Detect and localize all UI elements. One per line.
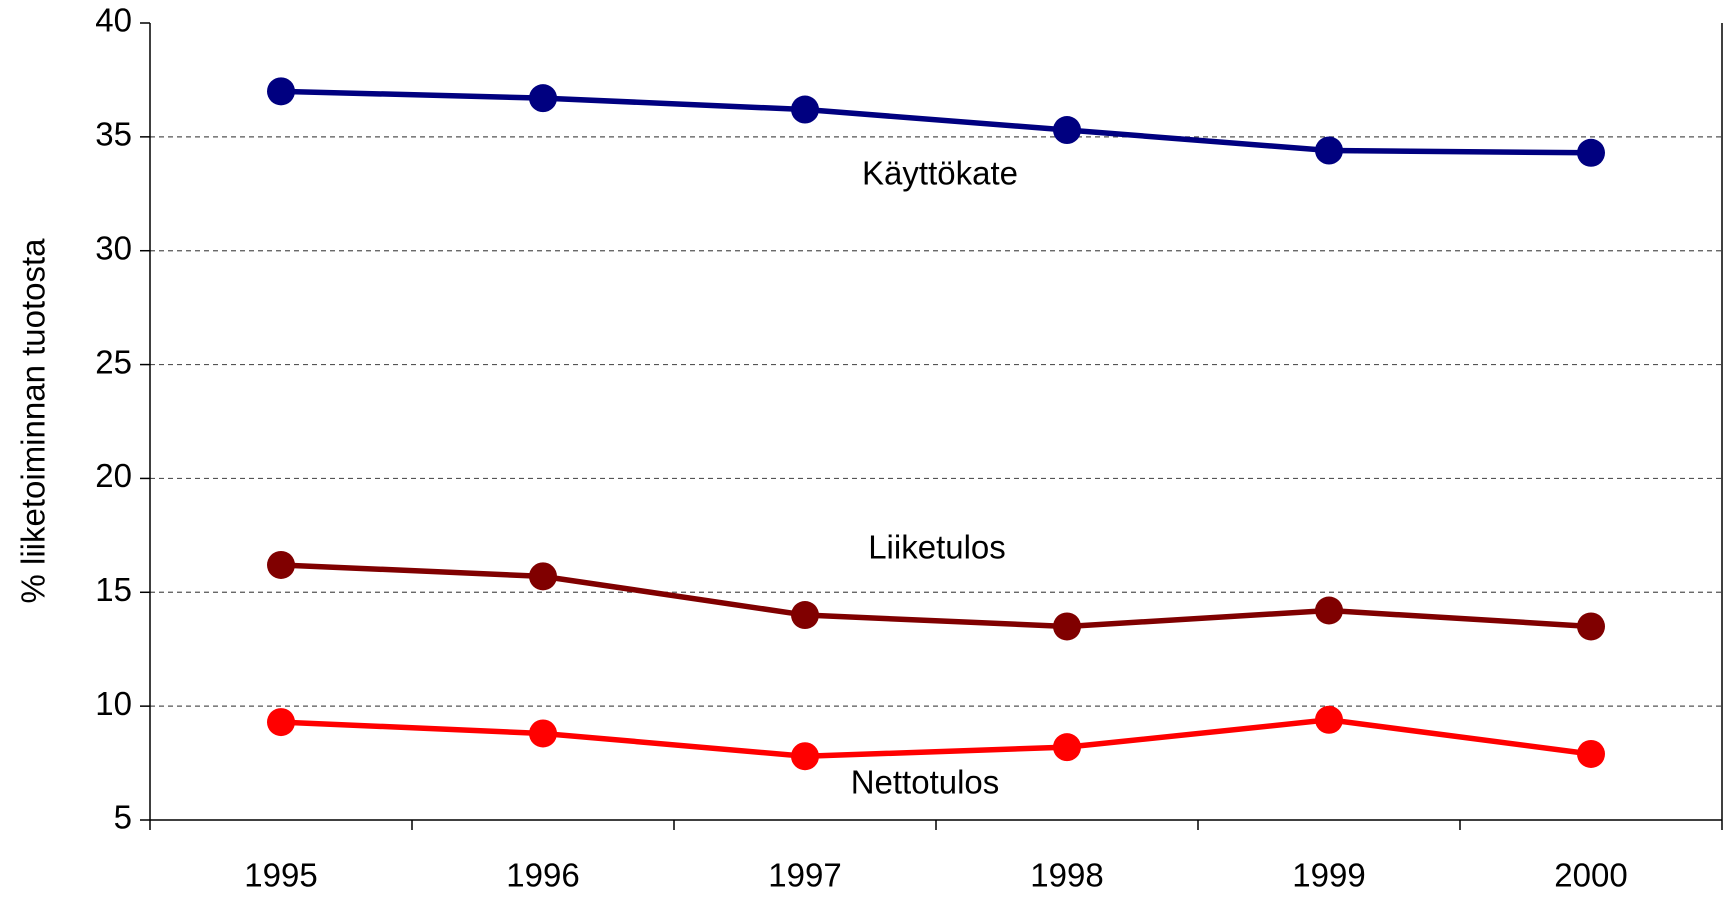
y-tick-label: 10 [95, 685, 132, 722]
x-tick-label: 1995 [244, 857, 317, 894]
line [280, 88, 1592, 156]
marker [267, 708, 295, 737]
y-tick-label: 20 [95, 457, 132, 494]
marker [1053, 116, 1081, 145]
marker [791, 742, 819, 771]
marker [791, 601, 819, 630]
marker [1053, 733, 1081, 762]
x-tick-label: 1999 [1292, 857, 1365, 894]
marker [529, 562, 557, 591]
marker [1315, 136, 1343, 165]
x-tick-label: 1996 [506, 857, 579, 894]
x-tick-label: 1997 [768, 857, 841, 894]
marker [1577, 138, 1605, 167]
marker [1315, 596, 1343, 625]
x-tick-label: 2000 [1554, 857, 1627, 894]
marker [267, 77, 295, 106]
y-axis-title: % liiketoiminnan tuotosta [15, 238, 52, 604]
series-label: Käyttökate [862, 155, 1018, 192]
marker [1577, 612, 1605, 641]
y-tick-label: 25 [95, 343, 132, 380]
series-label: Liiketulos [868, 529, 1006, 566]
y-tick-label: 5 [114, 799, 132, 836]
series-label: Nettotulos [851, 764, 1000, 801]
marker [1315, 705, 1343, 734]
y-tick-label: 35 [95, 116, 132, 153]
marker [1577, 739, 1605, 768]
y-tick-label: 40 [95, 2, 132, 39]
marker [529, 719, 557, 748]
x-tick-label: 1998 [1030, 857, 1103, 894]
y-tick-label: 30 [95, 229, 132, 266]
marker [791, 95, 819, 124]
line [280, 717, 1592, 759]
marker [529, 84, 557, 113]
marker [1053, 612, 1081, 641]
y-tick-label: 15 [95, 571, 132, 608]
line [280, 562, 1592, 630]
marker [267, 550, 295, 579]
